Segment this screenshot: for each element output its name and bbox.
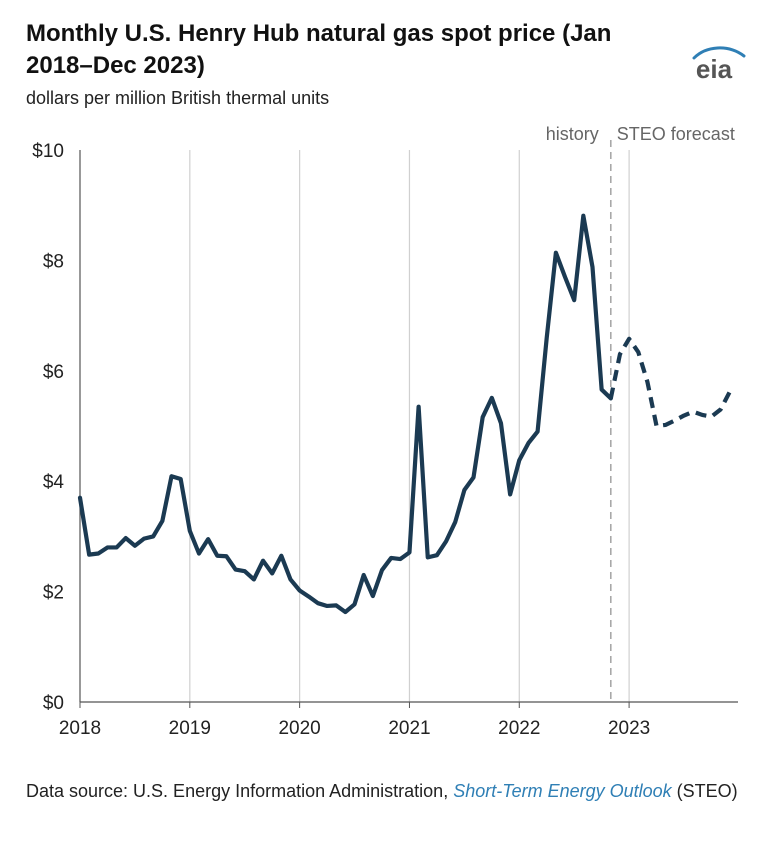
eia-logo-text: eia — [696, 54, 733, 84]
source-suffix: (STEO) — [671, 781, 738, 801]
steo-link[interactable]: Short-Term Energy Outlook — [453, 781, 672, 801]
data-source-note: Data source: U.S. Energy Information Adm… — [26, 778, 746, 804]
y-tick-label: $4 — [43, 472, 65, 493]
history-series-line — [77, 213, 613, 615]
history-label: history — [546, 124, 599, 144]
x-tick-label: 2022 — [498, 718, 540, 739]
x-tick-label: 2020 — [278, 718, 320, 739]
label-layer: 2018 2019 2020 2021 2022 2023 $0 $2 $4 $6 $8 $10 his… — [32, 124, 735, 739]
eia-logo-swoosh — [692, 46, 746, 60]
x-tick-label: 2021 — [388, 718, 430, 739]
x-tick-label: 2019 — [169, 718, 211, 739]
x-tick-label: 2018 — [59, 718, 101, 739]
series-layer — [77, 213, 732, 615]
y-tick-label: $10 — [32, 141, 64, 162]
price-line-chart: 2018 2019 2020 2021 2022 2023 $0 $2 $4 $6 $8 $10 his… — [32, 124, 738, 739]
grid-layer — [189, 140, 630, 702]
y-tick-label: $6 — [43, 362, 64, 383]
y-tick-label: $8 — [43, 251, 64, 272]
eia-logo: eia — [692, 46, 746, 84]
forecast-label: STEO forecast — [617, 124, 735, 144]
forecast-series-line — [608, 336, 732, 429]
y-tick-label: $2 — [43, 583, 64, 604]
source-prefix: Data source: U.S. Energy Information Adm… — [26, 781, 454, 801]
chart-title: Monthly U.S. Henry Hub natural gas spot … — [26, 20, 612, 79]
y-tick-label: $0 — [43, 693, 64, 714]
chart-subtitle: dollars per million British thermal unit… — [26, 88, 330, 108]
x-tick-label: 2023 — [608, 718, 650, 739]
axis-layer — [79, 150, 738, 708]
